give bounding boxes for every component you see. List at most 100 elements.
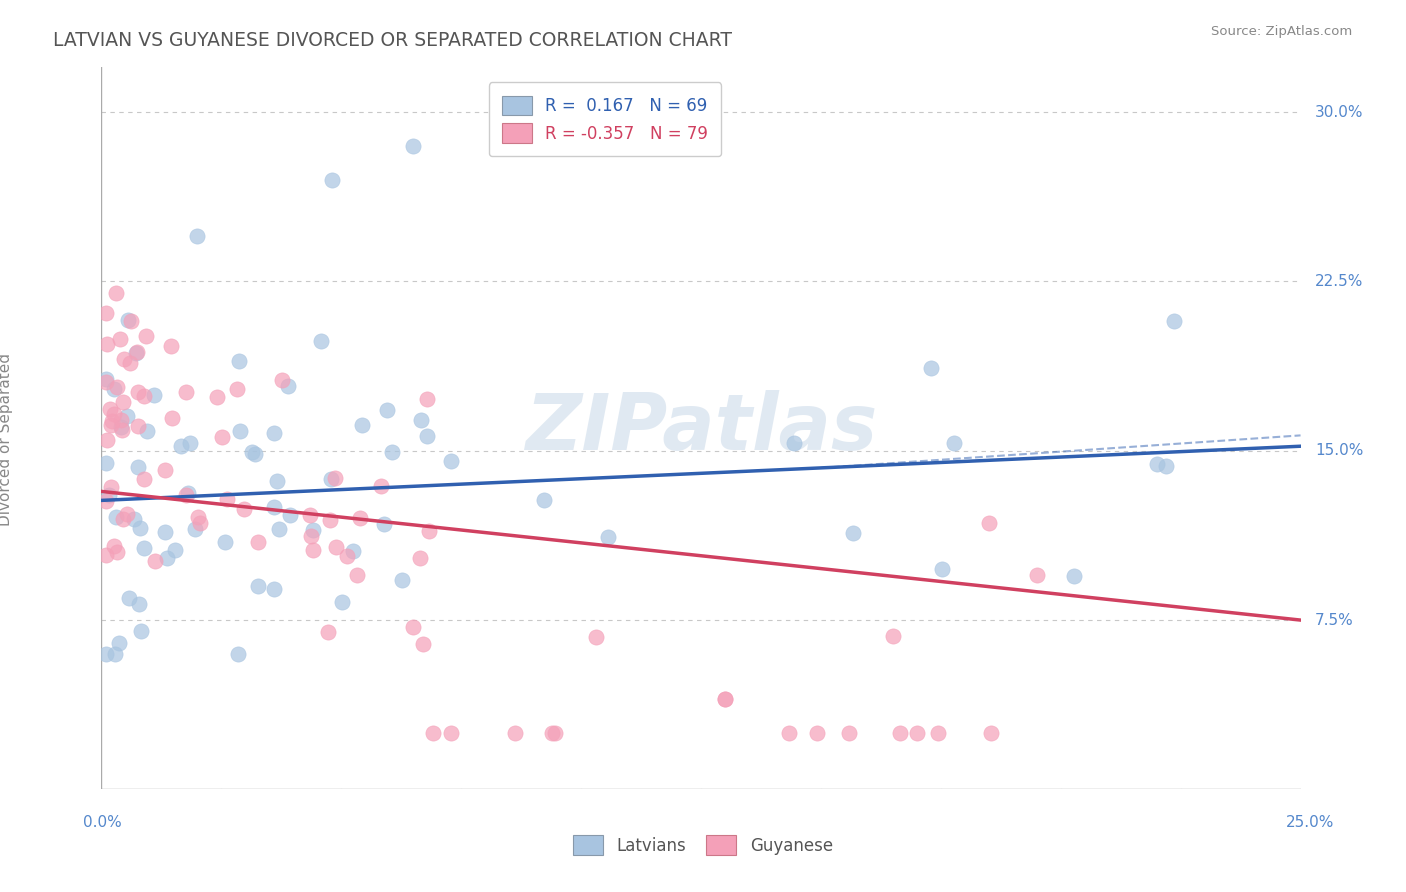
Point — [1025, 568, 1047, 582]
Point — [778, 726, 800, 740]
Point — [927, 726, 949, 740]
Point — [94, 549, 117, 563]
Point — [233, 501, 256, 516]
Point — [409, 551, 432, 566]
Point — [505, 726, 527, 740]
Point — [117, 313, 139, 327]
Point — [153, 524, 176, 539]
Point — [806, 726, 828, 740]
Text: Source: ZipAtlas.com: Source: ZipAtlas.com — [1212, 25, 1353, 38]
Point — [124, 511, 146, 525]
Point — [905, 726, 928, 740]
Point — [783, 435, 806, 450]
Point — [128, 597, 150, 611]
Point — [160, 339, 183, 353]
Point — [409, 413, 432, 427]
Point — [118, 591, 141, 605]
Point — [135, 329, 157, 343]
Point — [94, 372, 117, 386]
Point — [246, 534, 269, 549]
Point — [127, 460, 149, 475]
Point — [302, 542, 325, 557]
Point — [226, 647, 249, 661]
Point — [263, 500, 285, 515]
Point — [174, 488, 197, 502]
Point — [110, 419, 132, 434]
Point — [280, 508, 302, 522]
Point — [103, 407, 125, 421]
Point — [96, 434, 118, 448]
Text: 7.5%: 7.5% — [1315, 613, 1354, 628]
Point — [321, 173, 343, 187]
Point — [176, 385, 198, 400]
Point — [321, 472, 343, 486]
Point — [402, 139, 425, 153]
Point — [132, 389, 155, 403]
Point — [299, 529, 322, 543]
Point — [346, 567, 368, 582]
Point — [1146, 457, 1168, 471]
Point — [533, 493, 555, 508]
Point — [108, 635, 131, 649]
Point — [186, 229, 208, 244]
Point — [889, 726, 911, 740]
Point — [920, 361, 942, 376]
Point — [129, 521, 152, 535]
Point — [132, 541, 155, 555]
Point — [111, 423, 134, 437]
Point — [94, 494, 117, 508]
Point — [1063, 569, 1085, 583]
Point — [302, 523, 325, 537]
Point — [96, 336, 118, 351]
Point — [375, 403, 398, 417]
Point — [100, 418, 122, 433]
Point — [228, 354, 250, 368]
Point — [349, 511, 371, 525]
Point — [415, 429, 437, 443]
Point — [94, 456, 117, 470]
Point — [125, 345, 148, 359]
Point — [177, 486, 200, 500]
Point — [245, 447, 267, 461]
Point — [156, 551, 179, 566]
Point — [381, 445, 404, 459]
Point — [540, 726, 562, 740]
Point — [263, 582, 285, 596]
Point — [179, 436, 201, 450]
Point — [160, 411, 183, 425]
Point — [129, 624, 152, 639]
Point — [188, 516, 211, 531]
Point — [98, 488, 121, 502]
Point — [101, 414, 124, 428]
Point — [187, 510, 209, 524]
Point — [543, 726, 565, 740]
Legend: R =  0.167   N = 69, R = -0.357   N = 79: R = 0.167 N = 69, R = -0.357 N = 79 — [488, 82, 721, 156]
Point — [714, 692, 737, 706]
Point — [336, 549, 359, 563]
Point — [370, 479, 392, 493]
Point — [266, 475, 288, 489]
Point — [155, 463, 177, 477]
Point — [100, 480, 122, 494]
Point — [402, 620, 425, 634]
Point — [440, 454, 463, 468]
Point — [1154, 458, 1177, 473]
Point — [373, 517, 395, 532]
Point — [247, 579, 270, 593]
Point — [309, 334, 332, 349]
Text: 25.0%: 25.0% — [1286, 815, 1334, 830]
Point — [125, 346, 148, 360]
Legend: Latvians, Guyanese: Latvians, Guyanese — [567, 829, 839, 862]
Point — [267, 522, 290, 536]
Point — [117, 409, 139, 424]
Point — [98, 402, 121, 417]
Point — [165, 543, 187, 558]
Point — [112, 395, 135, 409]
Point — [105, 285, 128, 300]
Point — [585, 630, 607, 644]
Point — [134, 472, 156, 486]
Point — [136, 424, 159, 438]
Point — [108, 332, 131, 346]
Point — [342, 544, 364, 558]
Point — [215, 491, 238, 506]
